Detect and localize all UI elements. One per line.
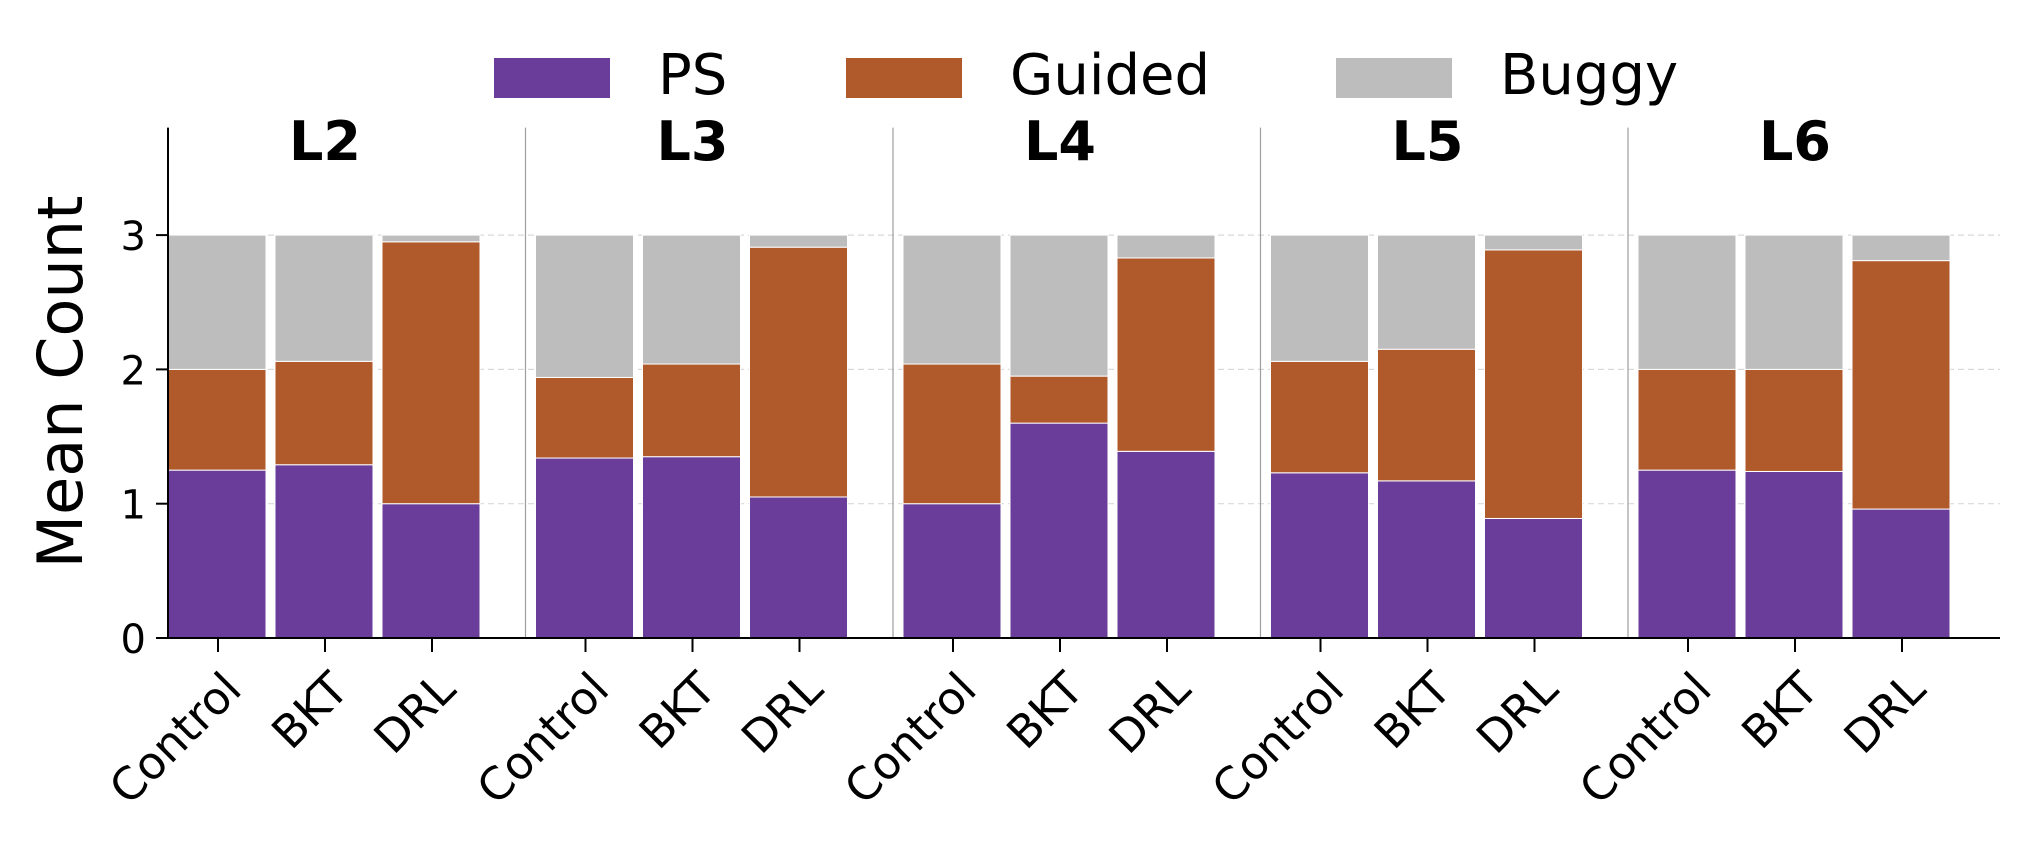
- legend-label-ps: PS: [658, 43, 727, 108]
- legend-swatch-ps: [494, 58, 610, 98]
- group-label: L3: [657, 110, 729, 173]
- bar-segment-ps: [902, 503, 1002, 639]
- y-tick-label: 2: [121, 348, 146, 394]
- bar-segment-buggy: [381, 234, 481, 243]
- bar-segment-guided: [1270, 360, 1369, 474]
- bar-segment-guided: [167, 368, 267, 471]
- x-tick-label: BKT: [261, 662, 359, 760]
- legend-label-guided: Guided: [1010, 43, 1210, 108]
- bar-segment-buggy: [167, 234, 267, 370]
- bar-segment-guided: [749, 246, 848, 498]
- legend-swatch-buggy: [1336, 58, 1452, 98]
- bar-segment-ps: [535, 457, 634, 639]
- x-tick-label: BKT: [629, 662, 727, 760]
- bar-segment-guided: [1377, 348, 1476, 482]
- bar-segment-buggy: [535, 234, 634, 378]
- bar-segment-ps: [1484, 517, 1583, 639]
- x-tick-label: Control: [834, 662, 987, 815]
- bar-segment-buggy: [1009, 234, 1109, 377]
- x-tick-label: Control: [1202, 662, 1355, 815]
- bar-segment-ps: [1377, 480, 1476, 639]
- bar-segment-buggy: [642, 234, 741, 365]
- x-tick-label: Control: [1569, 662, 1722, 815]
- y-tick-label: 1: [121, 483, 146, 529]
- bar-segment-ps: [381, 503, 481, 639]
- bar-segment-buggy: [1484, 234, 1583, 251]
- y-tick-label: 0: [121, 617, 146, 663]
- bar-segment-buggy: [1377, 234, 1476, 350]
- x-tick-label: Control: [99, 662, 252, 815]
- bar-segment-ps: [1851, 508, 1951, 639]
- bar-segment-buggy: [1270, 234, 1369, 362]
- bar-segment-ps: [749, 496, 848, 639]
- bar-segment-guided: [642, 363, 741, 458]
- x-tick-label: DRL: [1466, 662, 1568, 764]
- bar-segment-ps: [1009, 422, 1109, 639]
- bar-segment-ps: [1744, 470, 1844, 639]
- bar-segment-ps: [1637, 469, 1737, 639]
- y-tick-label: 3: [121, 214, 146, 260]
- bar-segment-buggy: [1851, 234, 1951, 262]
- bar-segment-ps: [167, 469, 267, 639]
- x-tick-label: DRL: [1099, 662, 1201, 764]
- bar-segment-guided: [274, 360, 374, 466]
- x-tick-label: BKT: [996, 662, 1094, 760]
- bar-segment-buggy: [1637, 234, 1737, 370]
- group-label: L5: [1392, 110, 1464, 173]
- x-tick-label: DRL: [1834, 662, 1936, 764]
- x-tick-label: BKT: [1731, 662, 1829, 760]
- bar-segment-ps: [642, 456, 741, 639]
- bar-segment-guided: [902, 363, 1002, 505]
- group-label: L4: [1024, 110, 1096, 173]
- bar-segment-ps: [1270, 472, 1369, 639]
- bar-segment-guided: [1744, 368, 1844, 472]
- x-tick-label: DRL: [364, 662, 466, 764]
- bar-segment-buggy: [274, 234, 374, 362]
- legend-label-buggy: Buggy: [1500, 43, 1678, 108]
- x-tick-label: DRL: [731, 662, 833, 764]
- bar-segment-buggy: [749, 234, 848, 248]
- bar-segment-guided: [535, 376, 634, 459]
- bar-segment-guided: [1116, 257, 1216, 452]
- bar-segment-buggy: [902, 234, 1002, 365]
- bar-segment-guided: [1009, 375, 1109, 424]
- x-tick-label: Control: [467, 662, 620, 815]
- bar-segment-buggy: [1744, 234, 1844, 370]
- bar-segment-ps: [1116, 450, 1216, 639]
- bar-segment-guided: [381, 241, 481, 505]
- bar-segment-guided: [1851, 260, 1951, 510]
- group-label: L2: [289, 110, 361, 173]
- group-label: L6: [1759, 110, 1831, 173]
- bar-segment-ps: [274, 464, 374, 639]
- bar-segment-guided: [1637, 368, 1737, 471]
- y-axis-label: Mean Count: [24, 196, 97, 569]
- bar-segment-guided: [1484, 249, 1583, 519]
- bar-segment-buggy: [1116, 234, 1216, 259]
- x-tick-label: BKT: [1364, 662, 1462, 760]
- legend-swatch-guided: [846, 58, 962, 98]
